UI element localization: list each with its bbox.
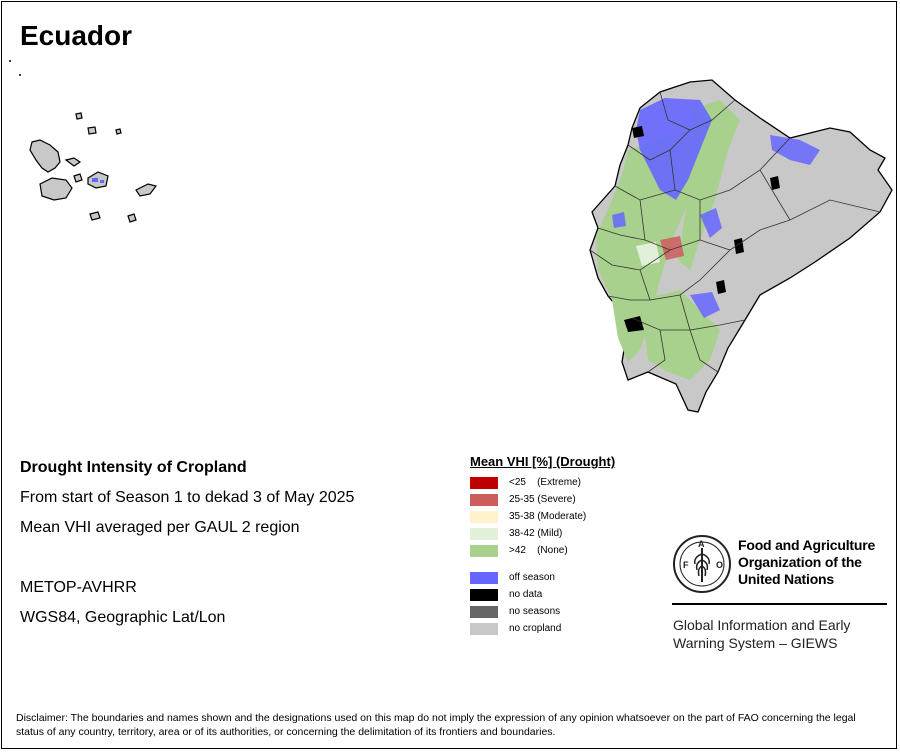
legend-label: off season — [509, 572, 555, 583]
giews-line1: Global Information and Early — [673, 617, 851, 633]
legend-swatch — [470, 527, 498, 540]
legend-label: 35-38 (Moderate) — [509, 511, 587, 522]
legend-classes: <25 (Extreme) 25-35 (Severe) 35-38 (Modera… — [470, 474, 670, 559]
legend-item: 25-35 (Severe) — [470, 491, 670, 508]
legend-title: Mean VHI [%] (Drought) — [470, 454, 616, 469]
legend-swatch — [470, 588, 498, 601]
svg-text:F: F — [683, 560, 689, 570]
legend-label: <25 (Extreme) — [509, 477, 581, 488]
legend-swatch — [470, 510, 498, 523]
map-legend: Mean VHI [%] (Drought) <25 (Extreme) 25-3… — [470, 454, 670, 637]
map-title: Ecuador — [20, 20, 133, 51]
info-heading: Drought Intensity of Cropland — [20, 459, 247, 476]
info-projection: WGS84, Geographic Lat/Lon — [20, 609, 226, 626]
galapagos-islands — [29, 112, 158, 223]
legend-swatch — [470, 493, 498, 506]
info-method: Mean VHI averaged per GAUL 2 region — [20, 519, 300, 536]
legend-label: >42 (None) — [509, 545, 568, 556]
legend-swatch — [470, 544, 498, 557]
legend-swatch — [470, 476, 498, 489]
legend-label: no cropland — [509, 623, 562, 634]
legend-swatch — [470, 622, 498, 635]
svg-text:O: O — [716, 560, 723, 570]
legend-label: no data — [509, 589, 543, 600]
galapagos-offseason — [92, 178, 104, 183]
fao-divider — [672, 603, 887, 605]
legend-item: off season — [470, 569, 670, 586]
legend-label: no seasons — [509, 606, 561, 617]
legend-label: 25-35 (Severe) — [509, 494, 576, 505]
fao-emblem-icon: F A O — [673, 535, 731, 593]
legend-item: no cropland — [470, 620, 670, 637]
fao-name: Food and Agriculture Organization of the… — [738, 537, 875, 588]
info-sensor: METOP-AVHRR — [20, 579, 137, 596]
legend-item: no data — [470, 586, 670, 603]
fao-name-line2: Organization of the — [738, 554, 862, 570]
legend-other: off season no data no seasons no cropland — [470, 569, 670, 637]
legend-item: 38-42 (Mild) — [470, 525, 670, 542]
fao-name-line3: United Nations — [738, 571, 834, 587]
ecuador-map — [9, 60, 893, 413]
giews-line2: Warning System – GIEWS — [673, 635, 838, 651]
legend-item: 35-38 (Moderate) — [470, 508, 670, 525]
legend-item: <25 (Extreme) — [470, 474, 670, 491]
legend-label: 38-42 (Mild) — [509, 528, 563, 539]
mainland-ecuador — [589, 79, 893, 413]
svg-text:A: A — [698, 539, 705, 549]
giews-name: Global Information and Early Warning Sys… — [673, 616, 850, 652]
legend-item: no seasons — [470, 603, 670, 620]
legend-swatch — [470, 571, 498, 584]
fao-name-line1: Food and Agriculture — [738, 537, 876, 553]
info-period: From start of Season 1 to dekad 3 of May… — [20, 489, 355, 506]
legend-item: >42 (None) — [470, 542, 670, 559]
disclaimer: Disclaimer: The boundaries and names sho… — [16, 712, 856, 738]
legend-swatch — [470, 605, 498, 618]
